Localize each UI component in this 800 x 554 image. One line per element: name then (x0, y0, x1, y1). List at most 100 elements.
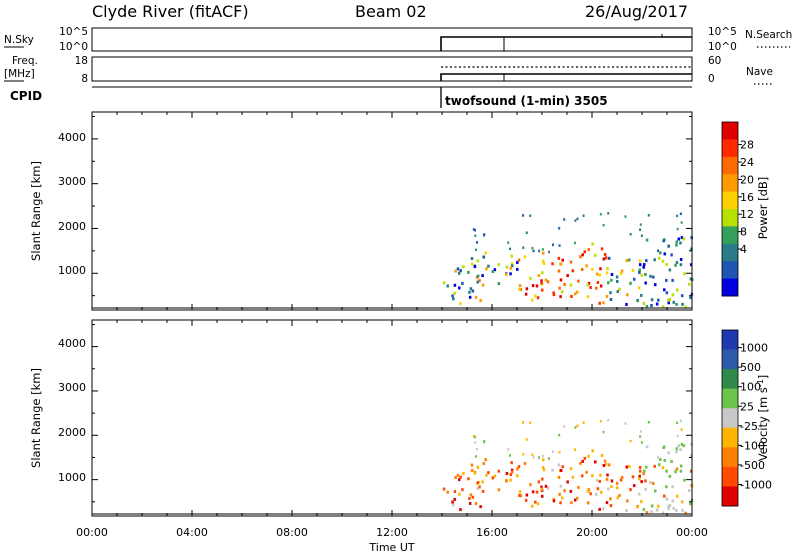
power-cell (595, 272, 599, 276)
power-cell (552, 293, 556, 297)
power-cell (558, 227, 561, 230)
power-cell (509, 247, 512, 251)
velocity-cell (470, 468, 474, 472)
velocity-cell (679, 464, 683, 468)
power-cell (473, 265, 477, 269)
time-tick-label: 12:00 (376, 526, 408, 539)
nsearch-label: N.Search (745, 29, 792, 41)
colorbar-segment (722, 278, 738, 297)
velocity-cell (557, 463, 561, 467)
power-cell (618, 287, 621, 291)
colorbar-tick-label: -500 (740, 459, 765, 472)
power-cell (474, 228, 477, 232)
velocity-cell (600, 453, 604, 457)
power-cell (640, 273, 643, 277)
nsky-panel: N.Sky 10^5 10^0 10^5 10^0 N.Search (4, 26, 792, 53)
power-cell (658, 256, 661, 260)
power-cell (510, 262, 514, 266)
power-cell (689, 296, 692, 300)
velocity-cell (577, 485, 580, 489)
velocity-cell (636, 505, 640, 509)
power-cell (602, 223, 605, 227)
power-cell (605, 271, 609, 275)
power-cell (616, 279, 619, 283)
power-colorbar (722, 122, 738, 297)
power-cell (459, 269, 462, 273)
velocity-cell (522, 421, 525, 424)
colorbar-segment (722, 139, 738, 158)
power-cell (557, 269, 561, 273)
velocity-cell (665, 485, 668, 489)
power-cell (452, 297, 455, 301)
velocity-cell (591, 449, 594, 453)
velocity-cell (627, 464, 631, 468)
power-ytick-1000: 1000 (58, 264, 86, 277)
velocity-cell (487, 471, 490, 475)
power-cell (606, 267, 609, 271)
power-cell (599, 284, 603, 288)
power-cell (476, 241, 479, 244)
freq-label-1: Freq. (12, 55, 38, 67)
velocity-cell (598, 479, 602, 483)
station-title: Clyde River (fitACF) (92, 2, 249, 21)
power-cell (645, 259, 648, 263)
power-cell (605, 294, 609, 298)
power-cell (519, 288, 523, 292)
power-cell (542, 261, 546, 265)
power-cell (541, 251, 545, 255)
nsky-trace (440, 36, 692, 51)
velocity-cell (557, 475, 561, 479)
power-cell (668, 297, 672, 301)
power-cell (551, 262, 554, 266)
power-cell (657, 298, 660, 302)
velocity-cell (604, 462, 608, 466)
power-cell (510, 254, 513, 258)
power-cell (604, 256, 608, 260)
velocity-cell (645, 445, 649, 449)
velocity-cell (535, 490, 539, 494)
velocity-cell (638, 465, 642, 469)
power-cell (610, 278, 613, 282)
velocity-cell (579, 461, 582, 465)
power-cell (627, 258, 631, 262)
velocity-cell (558, 451, 561, 454)
velocity-cell (442, 487, 446, 491)
power-cell (518, 284, 522, 288)
velocity-ylabel: Slant Range [km] (29, 368, 43, 468)
power-cell (541, 248, 544, 251)
time-tick-label: 00:00 (676, 526, 708, 539)
velocity-cell (607, 487, 610, 491)
velocity-cell (473, 471, 477, 475)
power-cell (574, 219, 577, 222)
power-cell (637, 286, 641, 290)
colorbar-tick-label: 20 (740, 173, 754, 186)
power-cell (681, 302, 684, 306)
velocity-cell (458, 492, 461, 496)
power-cell (587, 248, 590, 252)
power-cell (600, 247, 604, 251)
velocity-cell (505, 479, 508, 483)
power-cell (642, 265, 645, 269)
power-cell (540, 281, 543, 285)
velocity-cell (675, 509, 678, 513)
power-cell (482, 255, 486, 259)
power-cell (535, 284, 539, 288)
power-cell (674, 263, 677, 267)
power-ytick-3000: 3000 (58, 175, 86, 188)
power-cell (650, 298, 654, 302)
velocity-cell (668, 474, 672, 478)
velocity-cell (474, 441, 477, 444)
power-cell (642, 302, 646, 306)
time-axis-title: Time UT (368, 541, 414, 554)
power-colorbar-frame (721, 121, 739, 297)
velocity-cell (625, 509, 628, 513)
velocity-cell (680, 428, 683, 431)
velocity-cell (690, 454, 693, 458)
power-cell (529, 276, 532, 280)
power-cell (478, 279, 481, 283)
velocity-cell (661, 511, 665, 515)
velocity-cell (625, 465, 629, 469)
velocity-cell (640, 480, 643, 484)
time-tick-label: 00:00 (76, 526, 108, 539)
velocity-cell (581, 459, 584, 463)
